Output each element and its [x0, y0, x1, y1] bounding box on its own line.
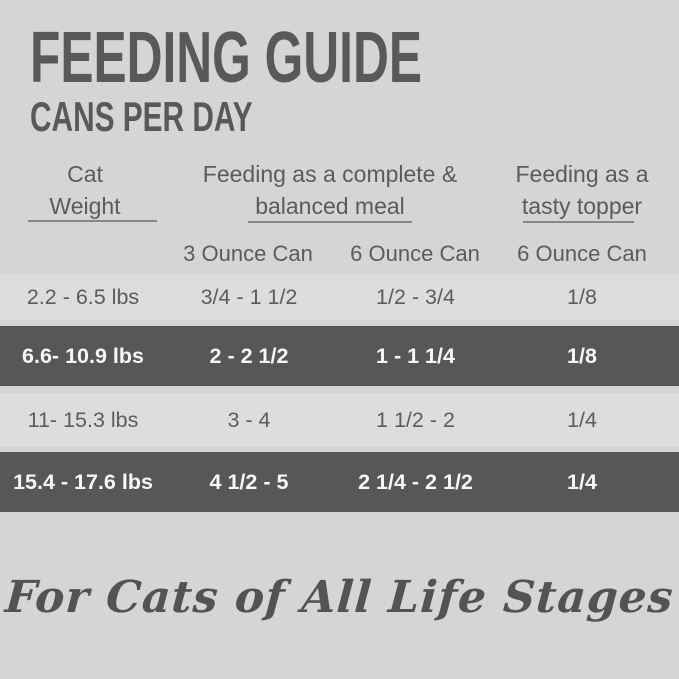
cell-topper-6oz: 1/4: [567, 407, 597, 432]
page-title: FEEDING GUIDE: [30, 18, 422, 98]
page-subtitle: CANS PER DAY: [30, 93, 253, 140]
column-header-line: Weight: [49, 193, 121, 219]
cell-cat-weight: 15.4 - 17.6 lbs: [13, 469, 153, 494]
cell-complete-3oz: 3 - 4: [227, 407, 271, 432]
subheader-6oz-can-topper: 6 Ounce Can: [517, 241, 647, 266]
column-header-line: Feeding as a: [515, 161, 649, 187]
cell-complete-3oz: 4 1/2 - 5: [209, 469, 289, 494]
column-header-line: Feeding as a complete &: [202, 161, 458, 187]
cell-complete-6oz: 2 1/4 - 2 1/2: [358, 469, 473, 494]
cell-cat-weight: 6.6- 10.9 lbs: [22, 343, 144, 368]
header-underline: [28, 220, 157, 222]
table-row: 6.6- 10.9 lbs 2 - 2 1/2 1 - 1 1/4 1/8: [0, 326, 679, 386]
header-underline: [523, 221, 634, 223]
cell-complete-3oz: 3/4 - 1 1/2: [200, 284, 298, 309]
cell-complete-6oz: 1 1/2 - 2: [376, 407, 455, 432]
cell-complete-6oz: 1 - 1 1/4: [376, 343, 455, 368]
subheader-6oz-can: 6 Ounce Can: [350, 241, 480, 266]
column-header-line: Cat: [67, 161, 103, 187]
column-header-line: balanced meal: [255, 193, 405, 219]
tagline-all-life-stages: For Cats of All Life Stages: [3, 572, 676, 623]
table-row: 15.4 - 17.6 lbs 4 1/2 - 5 2 1/4 - 2 1/2 …: [0, 452, 679, 512]
cell-topper-6oz: 1/4: [567, 469, 597, 494]
table-row: 2.2 - 6.5 lbs 3/4 - 1 1/2 1/2 - 3/4 1/8: [0, 274, 679, 320]
cell-topper-6oz: 1/8: [567, 343, 597, 368]
table-row: 11- 15.3 lbs 3 - 4 1 1/2 - 2 1/4: [0, 393, 679, 447]
column-header-tasty-topper: Feeding as a tasty topper: [482, 158, 679, 222]
column-header-line: tasty topper: [521, 193, 643, 219]
column-header-cat-weight: Cat Weight: [5, 158, 165, 222]
cell-complete-6oz: 1/2 - 3/4: [376, 284, 455, 309]
cell-cat-weight: 2.2 - 6.5 lbs: [26, 284, 140, 309]
cell-cat-weight: 11- 15.3 lbs: [27, 407, 139, 432]
cell-complete-3oz: 2 - 2 1/2: [209, 343, 289, 368]
column-header-complete-meal: Feeding as a complete & balanced meal: [165, 158, 495, 222]
header-underline: [248, 221, 412, 223]
subheader-3oz-can: 3 Ounce Can: [183, 241, 313, 266]
cell-topper-6oz: 1/8: [567, 284, 597, 309]
